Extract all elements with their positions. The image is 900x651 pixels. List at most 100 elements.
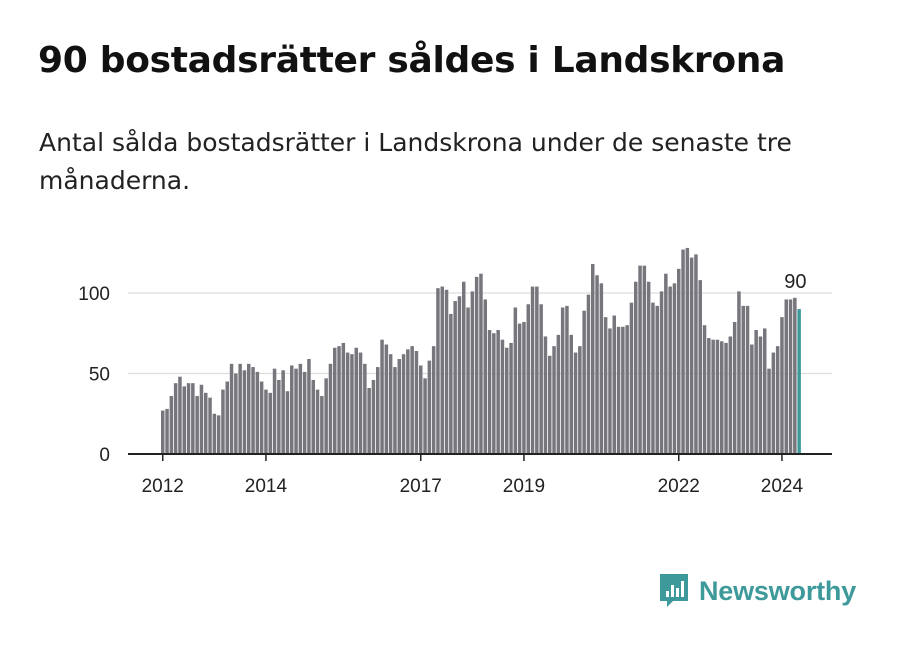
- bar: [173, 383, 178, 454]
- bar: [466, 307, 470, 454]
- bar: [320, 396, 324, 454]
- bar: [664, 273, 668, 454]
- bar: [186, 383, 191, 454]
- bar: [238, 363, 242, 454]
- bar: [720, 341, 724, 454]
- bar: [216, 415, 221, 454]
- bar: [509, 342, 513, 454]
- bar: [578, 346, 582, 454]
- x-tick-label: 2014: [245, 476, 288, 497]
- bar: [470, 291, 475, 454]
- bar: [741, 305, 745, 454]
- bar: [333, 347, 337, 454]
- bar: [715, 339, 720, 454]
- highlight-value-label: 90: [784, 271, 806, 293]
- bar: [784, 299, 788, 454]
- newsworthy-logo: Newsworthy: [658, 572, 856, 610]
- bar: [702, 325, 707, 454]
- bar: [423, 378, 427, 454]
- bar: [169, 396, 174, 454]
- bar: [767, 368, 771, 454]
- bar: [505, 347, 509, 454]
- bar: [737, 291, 741, 454]
- y-tick-label: 50: [89, 365, 110, 386]
- bar: [182, 386, 186, 454]
- bar: [560, 307, 565, 454]
- bar: [255, 371, 260, 454]
- bar: [569, 334, 573, 454]
- newsworthy-logo-icon: [660, 574, 688, 607]
- bar: [771, 352, 776, 454]
- bar: [591, 264, 595, 454]
- bar: [608, 328, 612, 454]
- bar: [290, 365, 294, 454]
- bar: [462, 281, 466, 454]
- bar: [264, 389, 268, 454]
- bar: [315, 389, 320, 454]
- bar: [492, 333, 496, 454]
- bar: [298, 363, 303, 454]
- bar: [457, 296, 462, 454]
- bar: [363, 363, 367, 454]
- bar: [440, 286, 444, 454]
- bar: [754, 330, 758, 454]
- x-tick-label: 2019: [503, 476, 545, 497]
- bar: [629, 302, 634, 454]
- bar: [621, 326, 625, 454]
- y-tick-label: 0: [99, 445, 110, 466]
- bar-highlight: [797, 309, 801, 454]
- x-tick-label: 2012: [142, 476, 184, 497]
- bar: [612, 315, 616, 454]
- bar: [526, 304, 530, 454]
- bar: [548, 355, 552, 454]
- bar: [638, 265, 642, 454]
- bar: [711, 339, 715, 454]
- newsworthy-logo-text: Newsworthy: [699, 575, 857, 606]
- bar: [427, 360, 432, 454]
- bar: [732, 321, 737, 454]
- bar: [161, 410, 165, 454]
- bar: [646, 281, 651, 454]
- bar: [208, 397, 212, 454]
- bar: [414, 350, 419, 454]
- bar: [431, 346, 436, 454]
- bar: [517, 323, 522, 454]
- bar: [397, 359, 401, 454]
- bar: [242, 370, 247, 454]
- bar: [496, 330, 500, 454]
- bar: [707, 338, 711, 454]
- bar: [401, 354, 406, 454]
- bar: [530, 286, 535, 454]
- bar: [328, 363, 333, 454]
- bar: [281, 370, 285, 454]
- bar: [479, 273, 483, 454]
- bar: [354, 347, 358, 454]
- bar: [616, 326, 621, 454]
- x-tick-label: 2017: [400, 476, 442, 497]
- bar: [668, 286, 672, 454]
- bar: [294, 368, 298, 454]
- bar: [780, 317, 784, 454]
- bar: [483, 299, 487, 454]
- bar: [221, 389, 225, 454]
- bar: [655, 305, 659, 454]
- bar: [698, 280, 702, 454]
- bar: [307, 359, 311, 454]
- bar: [724, 342, 728, 454]
- bar: [251, 367, 255, 454]
- bar: [178, 376, 182, 454]
- bar: [324, 378, 328, 454]
- bar: [436, 288, 440, 454]
- bar: [487, 330, 492, 454]
- x-tick-label: 2024: [761, 476, 804, 497]
- bar: [603, 317, 608, 454]
- bar: [685, 247, 690, 454]
- bar: [350, 354, 354, 454]
- bar: [191, 383, 195, 454]
- bar: [388, 354, 393, 454]
- bar: [406, 349, 410, 454]
- bar: [212, 413, 217, 454]
- bar: [642, 265, 647, 454]
- bar: [444, 289, 449, 454]
- bar: [229, 363, 234, 454]
